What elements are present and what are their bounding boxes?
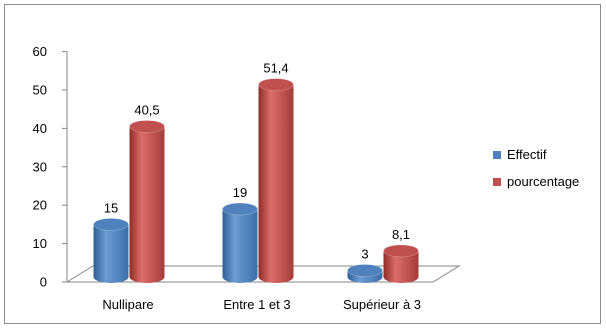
legend-swatch <box>493 151 501 159</box>
data-label: 19 <box>233 185 247 200</box>
bar-pourcentage <box>258 84 294 284</box>
x-tick-label: Nullipare <box>102 297 153 312</box>
bar-pourcentage <box>129 126 165 283</box>
x-tick-label: Supérieur à 3 <box>343 297 421 312</box>
bar-top <box>93 218 129 231</box>
data-label: 8,1 <box>392 227 410 242</box>
bar-top <box>222 202 258 216</box>
bar-top <box>347 264 383 277</box>
data-label: 15 <box>104 200 118 215</box>
x-tick-label: Entre 1 et 3 <box>223 297 290 312</box>
bar-top <box>383 244 419 258</box>
y-tick-label: 20 <box>33 198 47 213</box>
data-label: 3 <box>361 246 368 261</box>
legend-swatch <box>493 178 501 186</box>
bar-top <box>129 120 165 133</box>
data-label: 40,5 <box>134 102 159 117</box>
y-tick-label: 30 <box>33 159 47 174</box>
bar-effectif <box>93 224 129 283</box>
bar-top <box>258 78 294 91</box>
bar-effectif <box>222 209 258 283</box>
y-tick-label: 50 <box>33 83 47 98</box>
legend-label: Effectif <box>507 147 547 162</box>
y-tick-label: 40 <box>33 121 47 136</box>
y-tick-label: 10 <box>33 236 47 251</box>
bar-pourcentage <box>383 250 419 283</box>
legend-label: pourcentage <box>507 174 579 189</box>
data-label: 51,4 <box>263 61 288 76</box>
y-tick-label: 60 <box>33 44 47 59</box>
y-tick-label: 0 <box>40 275 47 290</box>
